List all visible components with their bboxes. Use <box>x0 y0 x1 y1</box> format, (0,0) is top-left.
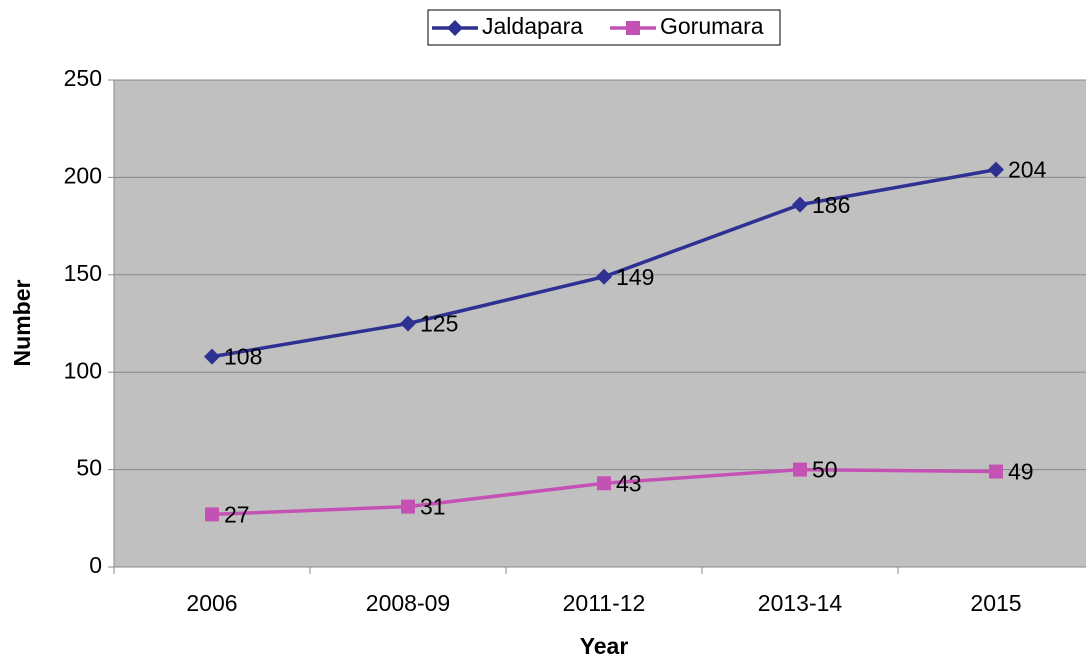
y-tick-label: 200 <box>64 162 102 188</box>
data-label: 204 <box>1008 157 1047 183</box>
y-tick-label: 150 <box>64 260 102 286</box>
x-tick-label: 2013-14 <box>758 590 843 616</box>
marker <box>400 315 416 332</box>
data-label: 149 <box>616 264 654 290</box>
plot-area <box>114 80 1086 567</box>
marker <box>626 21 640 35</box>
marker <box>792 196 808 213</box>
x-tick-label: 2015 <box>970 590 1021 616</box>
data-label: 49 <box>1008 459 1034 485</box>
marker <box>204 348 220 365</box>
y-tick-label: 100 <box>64 357 102 383</box>
data-label: 43 <box>616 470 642 496</box>
y-axis-title: Number <box>9 280 35 367</box>
legend-box <box>427 9 781 46</box>
marker <box>596 268 612 285</box>
data-label: 27 <box>224 501 250 527</box>
x-tick-label: 2011-12 <box>563 590 646 616</box>
data-label: 31 <box>420 494 446 520</box>
data-label: 108 <box>224 344 262 370</box>
x-tick-label: 2006 <box>186 590 237 616</box>
data-label: 50 <box>812 457 838 483</box>
marker <box>401 499 415 514</box>
marker <box>205 507 219 522</box>
legend-label: Gorumara <box>660 13 764 39</box>
legend-label: Jaldapara <box>482 13 583 39</box>
marker <box>988 161 1004 178</box>
marker <box>447 20 463 36</box>
y-tick-label: 250 <box>64 65 102 91</box>
data-label: 125 <box>420 311 458 337</box>
marker <box>793 462 807 477</box>
marker <box>989 464 1003 479</box>
x-axis-title: Year <box>580 633 629 659</box>
data-label: 186 <box>812 192 850 218</box>
y-tick-label: 0 <box>89 552 102 578</box>
x-tick-label: 2008-09 <box>366 590 450 616</box>
marker <box>597 476 611 491</box>
y-tick-label: 50 <box>76 455 102 481</box>
